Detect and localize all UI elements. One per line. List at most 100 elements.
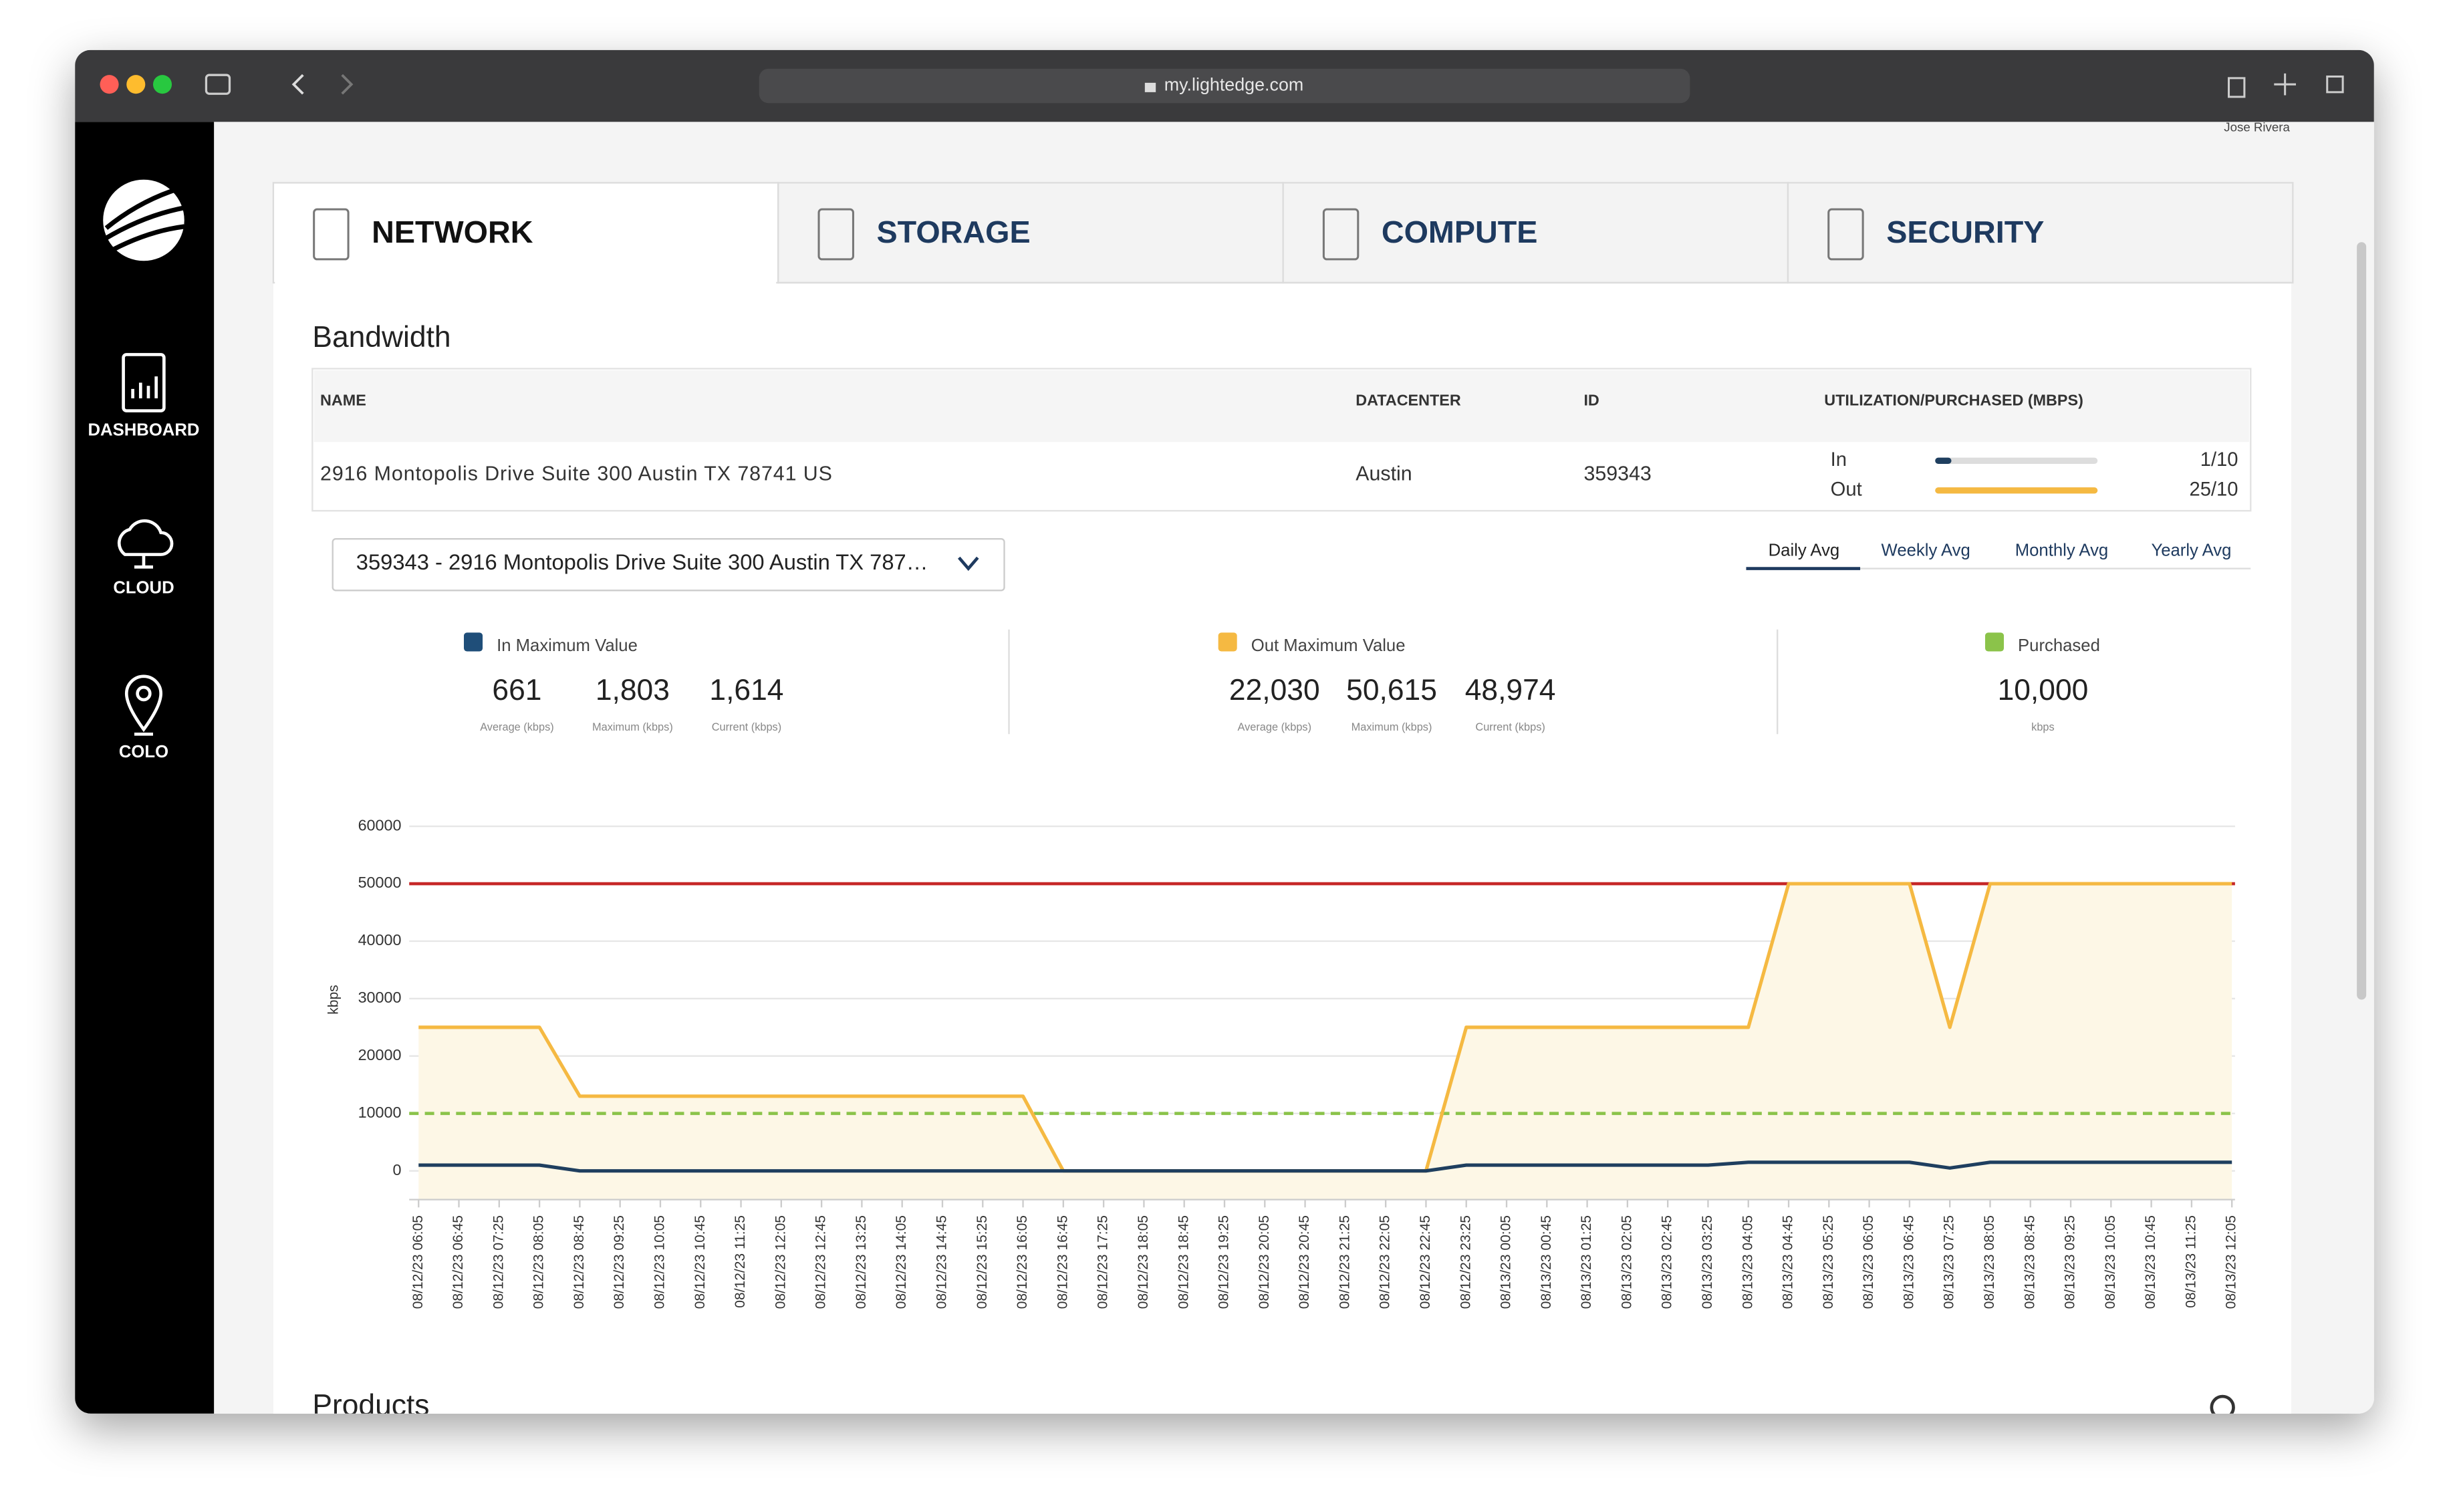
tab-label[interactable]: STORAGE — [876, 215, 1030, 249]
stat-caption: kbps — [2031, 721, 2055, 733]
search-icon[interactable] — [2210, 1394, 2235, 1418]
x-tick-label: 08/13/23 02:45 — [1660, 1215, 1675, 1309]
y-axis-label: kbps — [326, 985, 342, 1014]
x-tick-label: 08/12/23 14:05 — [894, 1215, 909, 1309]
tab-icon — [1322, 208, 1360, 261]
x-tick-label: 08/12/23 10:45 — [692, 1215, 708, 1309]
cell-datacenter: Austin — [1356, 463, 1412, 485]
x-tick-label: 08/13/23 02:05 — [1619, 1215, 1634, 1309]
site-dropdown[interactable] — [332, 538, 1005, 592]
x-tick-label: 08/13/23 00:05 — [1499, 1215, 1514, 1309]
x-tick-label: 08/13/23 11:25 — [2183, 1215, 2198, 1308]
legend-swatch — [464, 632, 483, 652]
period-tab[interactable]: Monthly Avg — [2015, 541, 2108, 560]
period-tab[interactable]: Weekly Avg — [1882, 541, 1970, 560]
x-tick-label: 08/12/23 18:05 — [1136, 1215, 1151, 1309]
logo-stripes — [103, 185, 185, 253]
minimize-button[interactable] — [126, 75, 146, 94]
x-tick-label: 08/13/23 00:45 — [1539, 1215, 1554, 1309]
stat-value: 50,615 — [1346, 674, 1437, 707]
column-header: NAME — [320, 392, 366, 409]
x-tick-label: 08/12/23 21:25 — [1337, 1215, 1352, 1309]
y-tick-label: 30000 — [358, 989, 402, 1006]
toolbar-icons[interactable] — [2228, 73, 2344, 98]
x-tick-label: 08/12/23 14:45 — [934, 1215, 950, 1309]
x-tick-label: 08/13/23 06:45 — [1901, 1215, 1916, 1309]
x-tick-label: 08/12/23 12:05 — [773, 1215, 788, 1309]
period-tab[interactable]: Yearly Avg — [2151, 541, 2231, 560]
stat-caption: Average (kbps) — [1238, 721, 1312, 733]
x-tick-label: 08/12/23 20:45 — [1297, 1215, 1312, 1309]
tab[interactable] — [1787, 182, 2294, 284]
cloud-icon[interactable] — [117, 519, 174, 569]
x-tick-label: 08/13/23 08:45 — [2022, 1215, 2037, 1309]
stat-label: Out Maximum Value — [1251, 636, 1406, 655]
util-value: 1/10 — [2200, 449, 2238, 471]
x-tick-label: 08/13/23 04:05 — [1740, 1215, 1755, 1309]
column-header: UTILIZATION/PURCHASED (MBPS) — [1824, 392, 2083, 409]
dropdown-text[interactable]: 359343 - 2916 Montopolis Drive Suite 300… — [356, 549, 928, 574]
tab-label[interactable]: NETWORK — [372, 215, 533, 249]
tab-label[interactable]: SECURITY — [1886, 215, 2044, 249]
x-tick-label: 08/12/23 11:25 — [733, 1215, 748, 1308]
x-tick-label: 08/12/23 06:45 — [450, 1215, 466, 1309]
util-bar — [1935, 457, 1952, 465]
tab-active-bg — [275, 265, 777, 285]
sidebar-label[interactable]: COLO — [119, 743, 168, 761]
tab[interactable] — [777, 182, 1284, 284]
x-tick-label: 08/12/23 08:05 — [531, 1215, 547, 1309]
sidebar-toggle[interactable] — [205, 74, 231, 95]
stat-value: 661 — [492, 674, 541, 707]
x-tick-label: 08/13/23 10:45 — [2143, 1215, 2158, 1309]
stat-caption: Current (kbps) — [712, 721, 781, 733]
stat-caption: Average (kbps) — [480, 721, 554, 733]
x-tick-label: 08/12/23 23:25 — [1458, 1215, 1473, 1309]
sidebar-label[interactable]: CLOUD — [113, 579, 174, 598]
section-title: Products — [312, 1389, 429, 1422]
close-button[interactable] — [100, 75, 119, 94]
forward-button[interactable] — [341, 74, 354, 95]
stat-label: Purchased — [2018, 636, 2100, 655]
zoom-button[interactable] — [153, 75, 172, 94]
x-tick-label: 08/12/23 20:05 — [1257, 1215, 1272, 1309]
x-tick-label: 08/12/23 19:25 — [1216, 1215, 1232, 1309]
x-tick-label: 08/12/23 10:05 — [652, 1215, 668, 1309]
table-header — [313, 370, 2249, 443]
stat-value: 1,803 — [596, 674, 670, 707]
x-tick-label: 08/13/23 05:25 — [1821, 1215, 1836, 1309]
section-title: Bandwidth — [312, 321, 450, 354]
tab-label[interactable]: COMPUTE — [1382, 215, 1538, 249]
x-tick-label: 08/13/23 10:05 — [2103, 1215, 2118, 1309]
x-tick-label: 08/13/23 06:05 — [1861, 1215, 1876, 1309]
area-fill — [418, 884, 2232, 1200]
y-tick-label: 20000 — [358, 1046, 402, 1063]
colo-icon[interactable] — [124, 674, 163, 736]
x-tick-label: 08/13/23 12:05 — [2224, 1215, 2239, 1309]
util-label: In — [1831, 449, 1847, 471]
period-tab[interactable]: Daily Avg — [1769, 541, 1840, 560]
legend-swatch — [1218, 632, 1237, 652]
tab[interactable] — [1282, 182, 1789, 284]
util-value: 25/10 — [2189, 479, 2238, 500]
dashboard-icon-bars — [131, 376, 158, 398]
lock-icon — [1144, 82, 1156, 92]
column-header: ID — [1583, 392, 1599, 409]
x-tick-label: 08/12/23 07:25 — [491, 1215, 506, 1309]
util-bar — [1935, 487, 2098, 494]
x-tick-label: 08/13/23 04:45 — [1781, 1215, 1796, 1309]
dashboard-icon[interactable] — [122, 353, 166, 412]
column-header: DATACENTER — [1356, 392, 1461, 409]
address-bar[interactable] — [759, 68, 1690, 104]
window-content: my.lightedge.com Jose Rivera DASHBOARD CLOU… — [75, 49, 2374, 1422]
x-tick-label: 08/12/23 15:25 — [975, 1215, 990, 1309]
sidebar-label[interactable]: DASHBOARD — [88, 421, 199, 440]
x-tick-label: 08/12/23 16:45 — [1055, 1215, 1070, 1309]
series-line — [418, 1160, 2232, 1173]
scrollbar[interactable] — [2357, 242, 2367, 1000]
x-tick-label: 08/12/23 16:05 — [1015, 1215, 1030, 1309]
x-tick-label: 08/13/23 03:25 — [1700, 1215, 1715, 1309]
back-button[interactable] — [291, 74, 304, 95]
tab-icon — [1827, 208, 1864, 261]
x-tick-label: 08/12/23 09:25 — [612, 1215, 627, 1309]
stat-caption: Maximum (kbps) — [1351, 721, 1432, 733]
